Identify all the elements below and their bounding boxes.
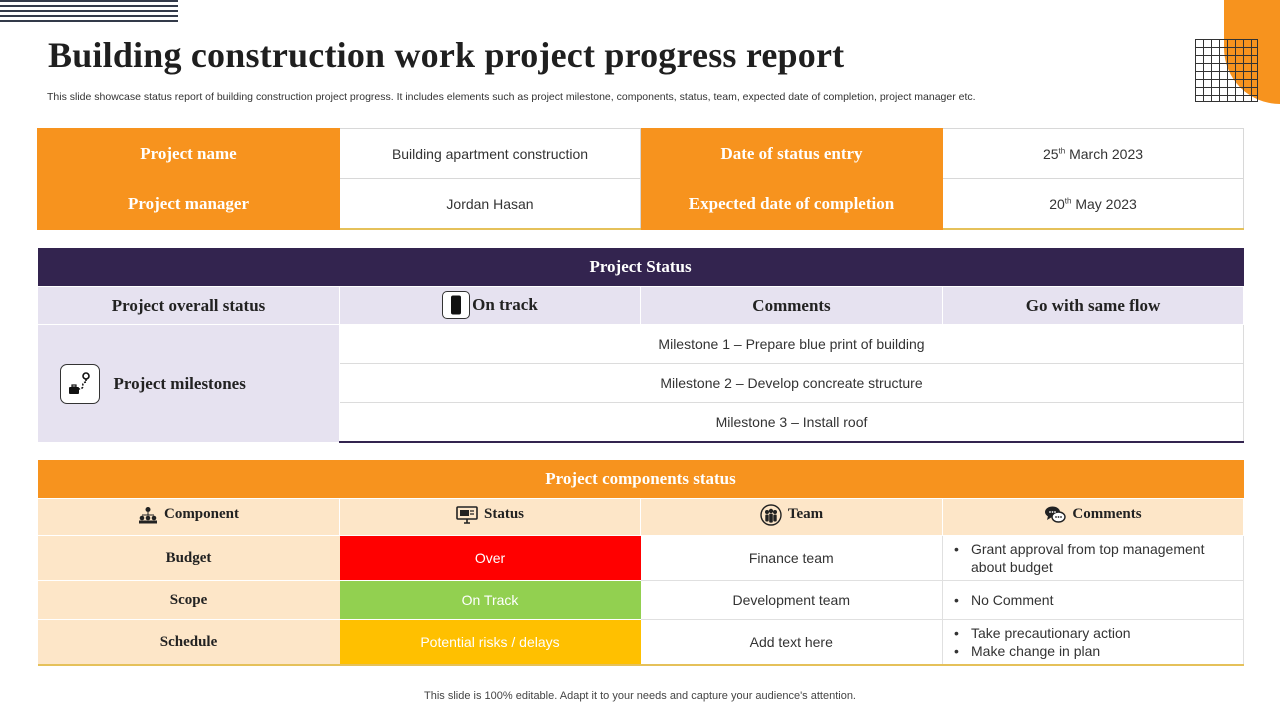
monitor-icon xyxy=(456,505,478,524)
project-milestones-cell: Project milestones xyxy=(37,324,340,442)
table-row: Scope On Track Development team No Comme… xyxy=(37,580,1244,620)
page-title: Building construction work project progr… xyxy=(48,35,845,75)
project-info-table: Project name Building apartment construc… xyxy=(37,128,1244,230)
column-team: Team xyxy=(640,498,943,536)
expected-completion-value[interactable]: 20th May 2023 xyxy=(942,178,1244,230)
completion-suffix: th xyxy=(1064,195,1072,205)
list-item: Take precautionary action xyxy=(954,624,1243,642)
team-icon xyxy=(760,503,782,526)
date-of-status-entry-value[interactable]: 25th March 2023 xyxy=(942,128,1244,179)
component-schedule: Schedule xyxy=(37,619,340,666)
status-badge[interactable]: On Track xyxy=(339,580,641,620)
chat-icon xyxy=(1045,506,1067,523)
list-item: No Comment xyxy=(954,591,1243,609)
roadmap-icon xyxy=(59,363,100,404)
column-comments-label: Comments xyxy=(1072,506,1142,522)
project-manager-value[interactable]: Jordan Hasan xyxy=(339,178,641,230)
completion-day: 20 xyxy=(1049,195,1065,212)
project-status-header: Project Status xyxy=(37,248,1244,287)
status-badge[interactable]: Potential risks / delays xyxy=(339,619,641,666)
project-name-value[interactable]: Building apartment construction xyxy=(339,128,641,179)
table-row: Schedule Potential risks / delays Add te… xyxy=(37,619,1244,666)
column-status: Status xyxy=(339,498,641,536)
status-comments-value[interactable]: Go with same flow xyxy=(941,286,1245,325)
milestone-1[interactable]: Milestone 1 – Prepare blue print of buil… xyxy=(339,324,1245,364)
team-cell[interactable]: Development team xyxy=(640,580,943,620)
status-badge[interactable]: Over xyxy=(339,535,641,581)
date-suffix: th xyxy=(1058,145,1066,155)
overall-status-value[interactable]: On track xyxy=(339,286,641,325)
comments-cell[interactable]: Grant approval from top management about… xyxy=(942,535,1244,581)
column-component: Component xyxy=(37,498,340,536)
expected-completion-label: Expected date of completion xyxy=(640,178,943,230)
decorative-stripes xyxy=(0,0,178,30)
table-row: Budget Over Finance team Grant approval … xyxy=(37,535,1244,581)
column-status-label: Status xyxy=(483,506,524,522)
milestone-2[interactable]: Milestone 2 – Develop concreate structur… xyxy=(339,363,1245,403)
decorative-grid xyxy=(1195,39,1258,102)
column-component-label: Component xyxy=(163,506,239,522)
overall-status-text: On track xyxy=(472,295,538,314)
list-item: Grant approval from top management about… xyxy=(954,540,1243,576)
page-subtitle: This slide showcase status report of bui… xyxy=(47,91,976,103)
project-milestones-label: Project milestones xyxy=(113,373,246,393)
project-manager-label: Project manager xyxy=(37,178,340,230)
comments-cell[interactable]: No Comment xyxy=(942,580,1244,620)
column-team-label: Team xyxy=(787,506,824,522)
date-rest: March 2023 xyxy=(1065,145,1144,162)
component-scope: Scope xyxy=(37,580,340,620)
project-components-table: Project components status Component xyxy=(37,460,1244,666)
components-header: Project components status xyxy=(37,460,1244,499)
comments-cell[interactable]: Take precautionary action Make change in… xyxy=(942,619,1244,666)
team-cell[interactable]: Finance team xyxy=(640,535,943,581)
component-budget: Budget xyxy=(37,535,340,581)
date-of-status-entry-label: Date of status entry xyxy=(640,128,943,179)
milestone-3[interactable]: Milestone 3 – Install roof xyxy=(339,402,1245,443)
footer-note: This slide is 100% editable. Adapt it to… xyxy=(424,690,856,702)
status-comments-label: Comments xyxy=(640,286,943,325)
overall-status-label: Project overall status xyxy=(37,286,340,325)
hierarchy-icon xyxy=(138,506,157,523)
completion-rest: May 2023 xyxy=(1071,195,1137,212)
project-status-table: Project Status Project overall status On… xyxy=(37,248,1245,443)
project-name-label: Project name xyxy=(37,128,340,179)
column-comments: Comments xyxy=(942,498,1244,536)
date-day: 25 xyxy=(1042,145,1059,162)
team-cell[interactable]: Add text here xyxy=(640,619,943,666)
list-item: Make change in plan xyxy=(954,642,1243,660)
phone-icon xyxy=(442,291,471,319)
